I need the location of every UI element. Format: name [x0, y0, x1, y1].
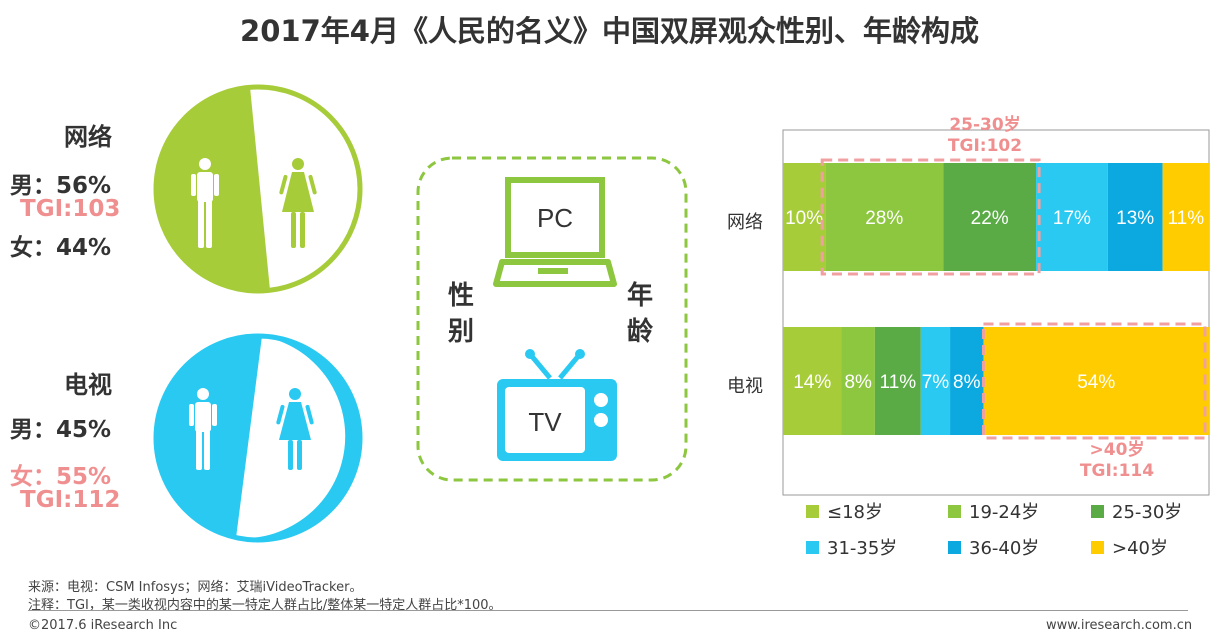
- legend-item-3: 31-35岁: [806, 534, 897, 560]
- legend-item-5: >40岁: [1091, 534, 1168, 560]
- copyright: ©2017.6 iResearch Inc: [28, 618, 178, 633]
- row-label-tv: 电视: [727, 376, 763, 397]
- bar-value-label: 28%: [865, 208, 903, 229]
- tgi-note: 注释：TGI，某一类收视内容中的某一特定人群占比/整体某一特定人群占比*100。: [28, 598, 502, 613]
- laptop-icon: [493, 177, 617, 287]
- bar-value-label: 13%: [1116, 208, 1154, 229]
- bar-value-label: 8%: [953, 372, 981, 393]
- male-icon: [189, 388, 217, 470]
- legend-swatch: [948, 540, 961, 554]
- annotation-40-plus-line2: TGI:114: [1079, 461, 1155, 481]
- bar-value-label: 17%: [1053, 208, 1091, 229]
- bar-segment-1-3: [920, 327, 951, 435]
- bar-segment-0-0: [783, 163, 826, 271]
- bar-segment-1-5: [983, 327, 1209, 435]
- legend-item-1: 19-24岁: [948, 498, 1039, 524]
- annotation-40-plus: >40岁 TGI:114: [1062, 440, 1172, 482]
- legend-swatch: [806, 540, 819, 554]
- bar-value-label: 11%: [1167, 208, 1204, 229]
- bar-segment-0-1: [825, 163, 944, 271]
- legend-label: >40岁: [1112, 538, 1168, 559]
- row-label-network: 网络: [727, 212, 763, 233]
- male-icon: [191, 158, 219, 248]
- tv-gender-pie: [153, 333, 363, 543]
- tv-female-stat: 女：55%: [10, 464, 112, 490]
- annotation-25-30: 25-30岁 TGI:102: [930, 115, 1040, 157]
- network-male-stat: 男：56%: [10, 173, 112, 199]
- annotation-25-30-line1: 25-30岁: [949, 115, 1021, 135]
- bar-value-label: 14%: [793, 372, 831, 393]
- center-panel: [416, 156, 688, 482]
- pc-text: PC: [537, 203, 573, 233]
- television-icon: [497, 349, 617, 461]
- legend-swatch: [1091, 504, 1104, 518]
- tv-text: TV: [528, 407, 562, 437]
- legend-item-4: 36-40岁: [948, 534, 1039, 560]
- bar-segment-0-2: [943, 163, 1037, 271]
- stacked-bar-frame: [782, 129, 1210, 496]
- bar-value-label: 8%: [844, 372, 872, 393]
- bar-value-label: 11%: [880, 372, 917, 393]
- bar-value-label: 54%: [1077, 372, 1115, 393]
- legend-label: 25-30岁: [1112, 502, 1183, 523]
- bar-segment-0-5: [1162, 163, 1209, 271]
- source-note: 来源：电视：CSM Infosys；网络：艾瑞iVideoTracker。: [28, 580, 363, 595]
- age-vertical-text: 年 龄: [627, 280, 662, 347]
- female-icon: [276, 388, 314, 470]
- highlight-network-25-30: [820, 158, 1041, 276]
- bar-segment-0-4: [1107, 163, 1163, 271]
- network-female-stat: 女：44%: [10, 235, 112, 261]
- annotation-40-plus-line1: >40岁: [1089, 440, 1145, 460]
- bar-segment-1-2: [874, 327, 921, 435]
- legend-label: ≤18岁: [827, 502, 883, 523]
- chart-title: 2017年4月《人民的名义》中国双屏观众性别、年龄构成: [240, 14, 979, 48]
- tv-male-stat: 男：45%: [10, 417, 112, 443]
- legend-label: 36-40岁: [969, 538, 1040, 559]
- legend-swatch: [948, 504, 961, 518]
- female-icon: [279, 158, 317, 248]
- legend-label: 19-24岁: [969, 502, 1040, 523]
- network-label: 网络: [64, 123, 112, 151]
- footer-divider: [28, 610, 1188, 611]
- network-gender-pie: [153, 84, 363, 294]
- legend-item-2: 25-30岁: [1091, 498, 1182, 524]
- legend-item-0: ≤18岁: [806, 498, 883, 524]
- bar-segment-1-4: [950, 327, 984, 435]
- bar-segment-1-0: [783, 327, 842, 435]
- bar-segment-1-1: [841, 327, 875, 435]
- network-tgi-stat: TGI:103: [20, 196, 121, 222]
- legend-label: 31-35岁: [827, 538, 898, 559]
- tv-label: 电视: [64, 371, 112, 399]
- bar-segment-0-3: [1036, 163, 1108, 271]
- bar-value-label: 22%: [971, 208, 1009, 229]
- gender-vertical-text: 性 别: [447, 281, 483, 347]
- legend-swatch: [1091, 540, 1104, 554]
- highlight-tv-40-plus: [981, 322, 1207, 440]
- website: www.iresearch.com.cn: [1046, 618, 1193, 633]
- legend-swatch: [806, 504, 819, 518]
- tv-tgi-stat: TGI:112: [20, 487, 121, 513]
- bar-value-label: 7%: [922, 372, 950, 393]
- bar-value-label: 10%: [785, 208, 823, 229]
- annotation-25-30-line2: TGI:102: [947, 136, 1023, 156]
